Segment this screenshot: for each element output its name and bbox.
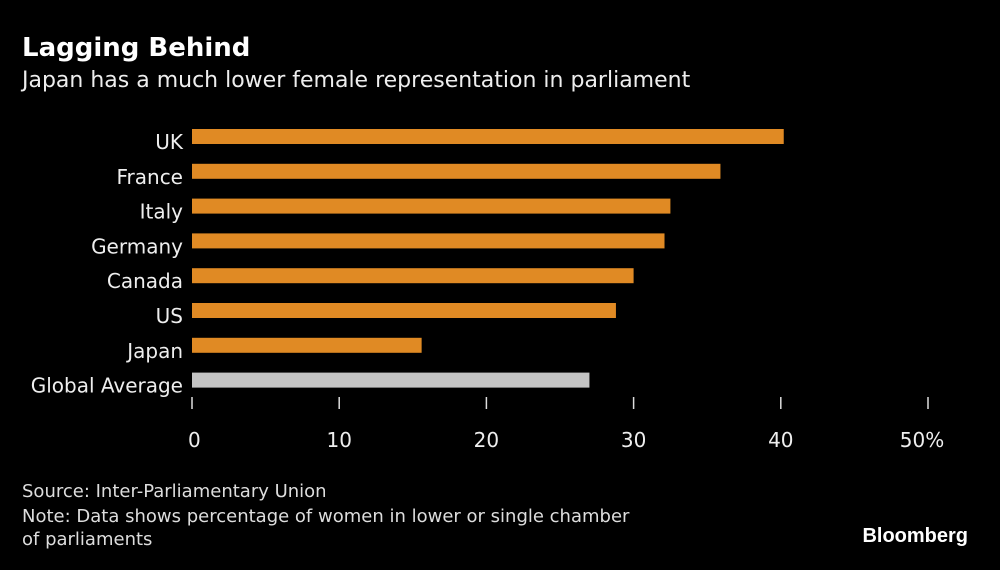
x-tick-label: 50%	[900, 428, 944, 452]
x-tick-label: 40	[768, 428, 793, 452]
bar	[192, 337, 422, 353]
bar	[192, 303, 616, 318]
category-label: Germany	[91, 234, 183, 258]
category-label: Italy	[140, 200, 184, 224]
category-label: UK	[155, 130, 184, 154]
category-label: Canada	[107, 269, 183, 293]
bar	[192, 129, 784, 144]
bar	[192, 372, 590, 388]
category-label: Japan	[125, 339, 183, 363]
bar	[192, 198, 671, 214]
x-tick-label: 20	[474, 428, 499, 452]
x-tick-label: 10	[326, 428, 351, 452]
chart-subtitle: Japan has a much lower female representa…	[22, 68, 691, 93]
chart-title: Lagging Behind	[22, 33, 251, 63]
x-tick-label: 30	[621, 428, 646, 452]
bloomberg-logo: Bloomberg	[862, 525, 968, 547]
source-note: Source: Inter-Parliamentary Union	[22, 481, 327, 502]
bar	[192, 268, 634, 284]
bar	[192, 233, 665, 249]
category-label: France	[116, 165, 183, 189]
category-label: US	[156, 304, 183, 328]
data-note-cont: of parliaments	[22, 529, 153, 550]
bar	[192, 163, 721, 179]
data-note: Note: Data shows percentage of women in …	[22, 506, 630, 527]
category-label: Global Average	[31, 374, 183, 398]
x-tick-label: 0	[188, 428, 201, 452]
